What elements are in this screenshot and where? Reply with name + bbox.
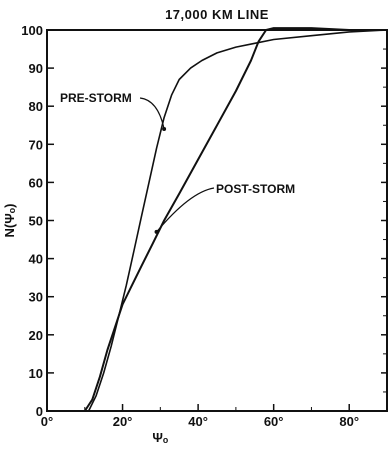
y-axis: 0 10 20 30 40 50 60 70 80 90 100 — [21, 23, 387, 419]
x-tick-label: 0° — [41, 414, 53, 429]
series-line-post-storm — [83, 27, 387, 412]
y-tick-label: 30 — [29, 290, 43, 305]
series-line-pre-storm — [87, 29, 388, 412]
annotation-arrow-post-storm — [154, 229, 159, 234]
x-axis-label: Ψₒ — [152, 430, 169, 445]
y-tick-label: 90 — [29, 61, 43, 76]
y-tick-label: 60 — [29, 175, 43, 190]
annotation-leader-pre-storm — [139, 97, 165, 130]
y-tick-label: 20 — [29, 328, 43, 343]
annotation-leader-post-storm — [156, 187, 215, 233]
y-tick-label: 0 — [36, 404, 43, 419]
x-tick-label: 80° — [339, 414, 359, 429]
y-tick-label: 10 — [29, 366, 43, 381]
annotation-arrow-pre-storm — [162, 127, 167, 132]
x-tick-label: 20° — [113, 414, 133, 429]
plot-frame — [46, 29, 388, 412]
x-axis: 0° 20° 40° 60° 80° — [41, 404, 359, 429]
chart-title: 17,000 KM LINE — [165, 7, 269, 22]
y-tick-label: 40 — [29, 252, 43, 267]
y-tick-label: 80 — [29, 99, 43, 114]
y-tick-label: 50 — [29, 214, 43, 229]
x-tick-label: 60° — [264, 414, 284, 429]
annotation-post-storm: POST-STORM — [216, 182, 295, 196]
series-group — [83, 27, 388, 412]
y-axis-label: N(Ψₒ) — [2, 204, 17, 238]
annotations: PRE-STORM POST-STORM — [60, 91, 295, 234]
y-tick-label: 70 — [29, 137, 43, 152]
x-tick-label: 40° — [188, 414, 208, 429]
annotation-pre-storm: PRE-STORM — [60, 91, 132, 105]
y-tick-label: 100 — [21, 23, 43, 38]
